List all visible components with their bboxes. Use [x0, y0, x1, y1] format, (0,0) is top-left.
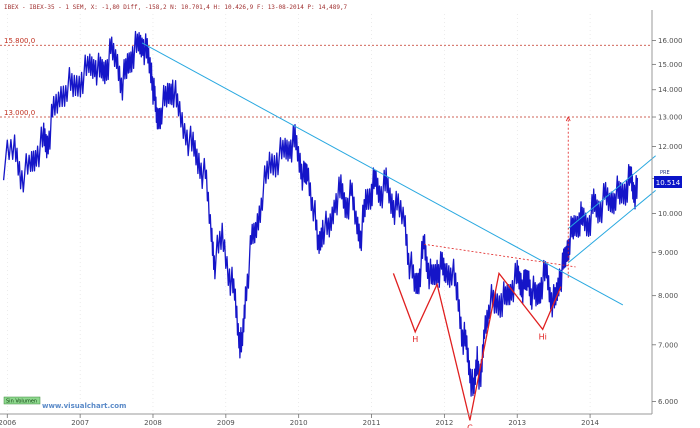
x-tick-label: 2009	[217, 419, 235, 427]
price-series	[2, 30, 639, 397]
pattern-label: Hi	[539, 332, 547, 341]
pattern-label: C	[467, 423, 473, 428]
x-tick-label: 2014	[581, 419, 599, 427]
volume-toggle-label: Sin Volumen	[6, 399, 37, 405]
x-tick-label: 2006	[0, 419, 17, 427]
pattern-label: H	[412, 335, 418, 344]
head-shoulders-pattern	[392, 271, 562, 421]
target-arrow	[565, 116, 571, 122]
y-tick-label: 16.000	[658, 37, 683, 45]
level-lines: 15.800,0 13.000,0	[0, 37, 652, 118]
y-tick-label: 12.000	[658, 143, 683, 151]
price-line	[2, 30, 639, 397]
y-tick-label: 14.000	[658, 86, 683, 94]
x-tick-label: 2008	[144, 419, 162, 427]
x-tick-label: 2013	[508, 419, 526, 427]
chart-grid	[7, 14, 591, 414]
level-label: 13.000,0	[4, 109, 35, 117]
chart-overlays: H C Hi	[141, 42, 656, 428]
y-tick-label: 6.000	[658, 398, 678, 406]
x-tick-label: 2007	[71, 419, 89, 427]
volume-toggle-button[interactable]	[3, 396, 41, 405]
neckline	[423, 243, 576, 268]
y-tick-label: 13.000	[658, 114, 683, 122]
last-price-tag	[654, 176, 682, 188]
watermark-text: www.visualchart.com	[42, 402, 126, 410]
y-tick-label: 15.000	[658, 61, 683, 69]
y-tick-label: 8.000	[658, 292, 678, 300]
x-tick-label: 2012	[435, 419, 453, 427]
y-tick-label: 7.000	[658, 341, 678, 349]
axis-pre-button[interactable]: PRE	[660, 170, 670, 176]
y-tick-label: 9.000	[658, 249, 678, 257]
channel-upper-line	[567, 155, 656, 229]
x-tick-label: 2011	[363, 419, 381, 427]
y-tick-label: 10.000	[658, 210, 683, 218]
trendline-line	[141, 42, 624, 306]
level-label: 15.800,0	[4, 37, 35, 45]
last-price-label: 10.514	[656, 179, 681, 187]
channel-lower-line	[567, 189, 656, 264]
x-axis: 2006 2007 2008 2009 2010 2011 2012 2013 2014	[0, 413, 652, 427]
x-tick-label: 2010	[290, 419, 308, 427]
chart-header-text: IBEX - IBEX-35 - 1 SEM, X: -1,80 Diff, -…	[4, 4, 348, 11]
